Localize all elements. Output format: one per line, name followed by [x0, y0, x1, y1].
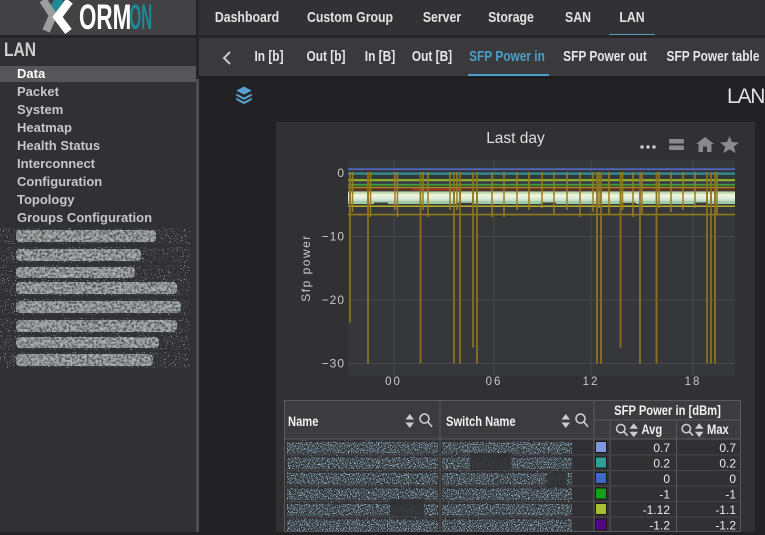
svg-text:0.2: 0.2 — [653, 457, 670, 471]
svg-text:Name: Name — [288, 414, 318, 429]
svg-text:Switch Name: Switch Name — [446, 414, 516, 429]
svg-text:-1.2: -1.2 — [649, 519, 670, 532]
svg-text:ON: ON — [130, 0, 153, 35]
svg-text:Max: Max — [707, 422, 729, 437]
svg-text:0.7: 0.7 — [719, 441, 736, 455]
svg-text:-1: -1 — [659, 488, 670, 502]
svg-text:−10: −10 — [322, 230, 345, 244]
svg-text:Sfp power: Sfp power — [299, 234, 313, 302]
svg-text:-1: -1 — [725, 488, 736, 502]
svg-text:18: 18 — [685, 376, 702, 388]
svg-text:ORM: ORM — [79, 0, 131, 35]
svg-text:-1.2: -1.2 — [715, 519, 736, 532]
svg-text:0.2: 0.2 — [719, 457, 736, 471]
svg-text:-1.12: -1.12 — [643, 503, 671, 517]
svg-text:-1.1: -1.1 — [715, 503, 736, 517]
svg-text:0.7: 0.7 — [653, 441, 670, 455]
svg-text:12: 12 — [583, 376, 600, 388]
svg-text:0: 0 — [337, 166, 345, 180]
svg-text:SFP Power in [dBm]: SFP Power in [dBm] — [614, 403, 721, 418]
svg-text:00: 00 — [385, 376, 402, 388]
svg-text:06: 06 — [486, 376, 503, 388]
svg-text:Avg: Avg — [642, 422, 663, 437]
svg-text:0: 0 — [663, 472, 670, 486]
svg-text:−30: −30 — [322, 357, 345, 371]
svg-text:−20: −20 — [322, 293, 345, 307]
svg-text:0: 0 — [729, 472, 736, 486]
